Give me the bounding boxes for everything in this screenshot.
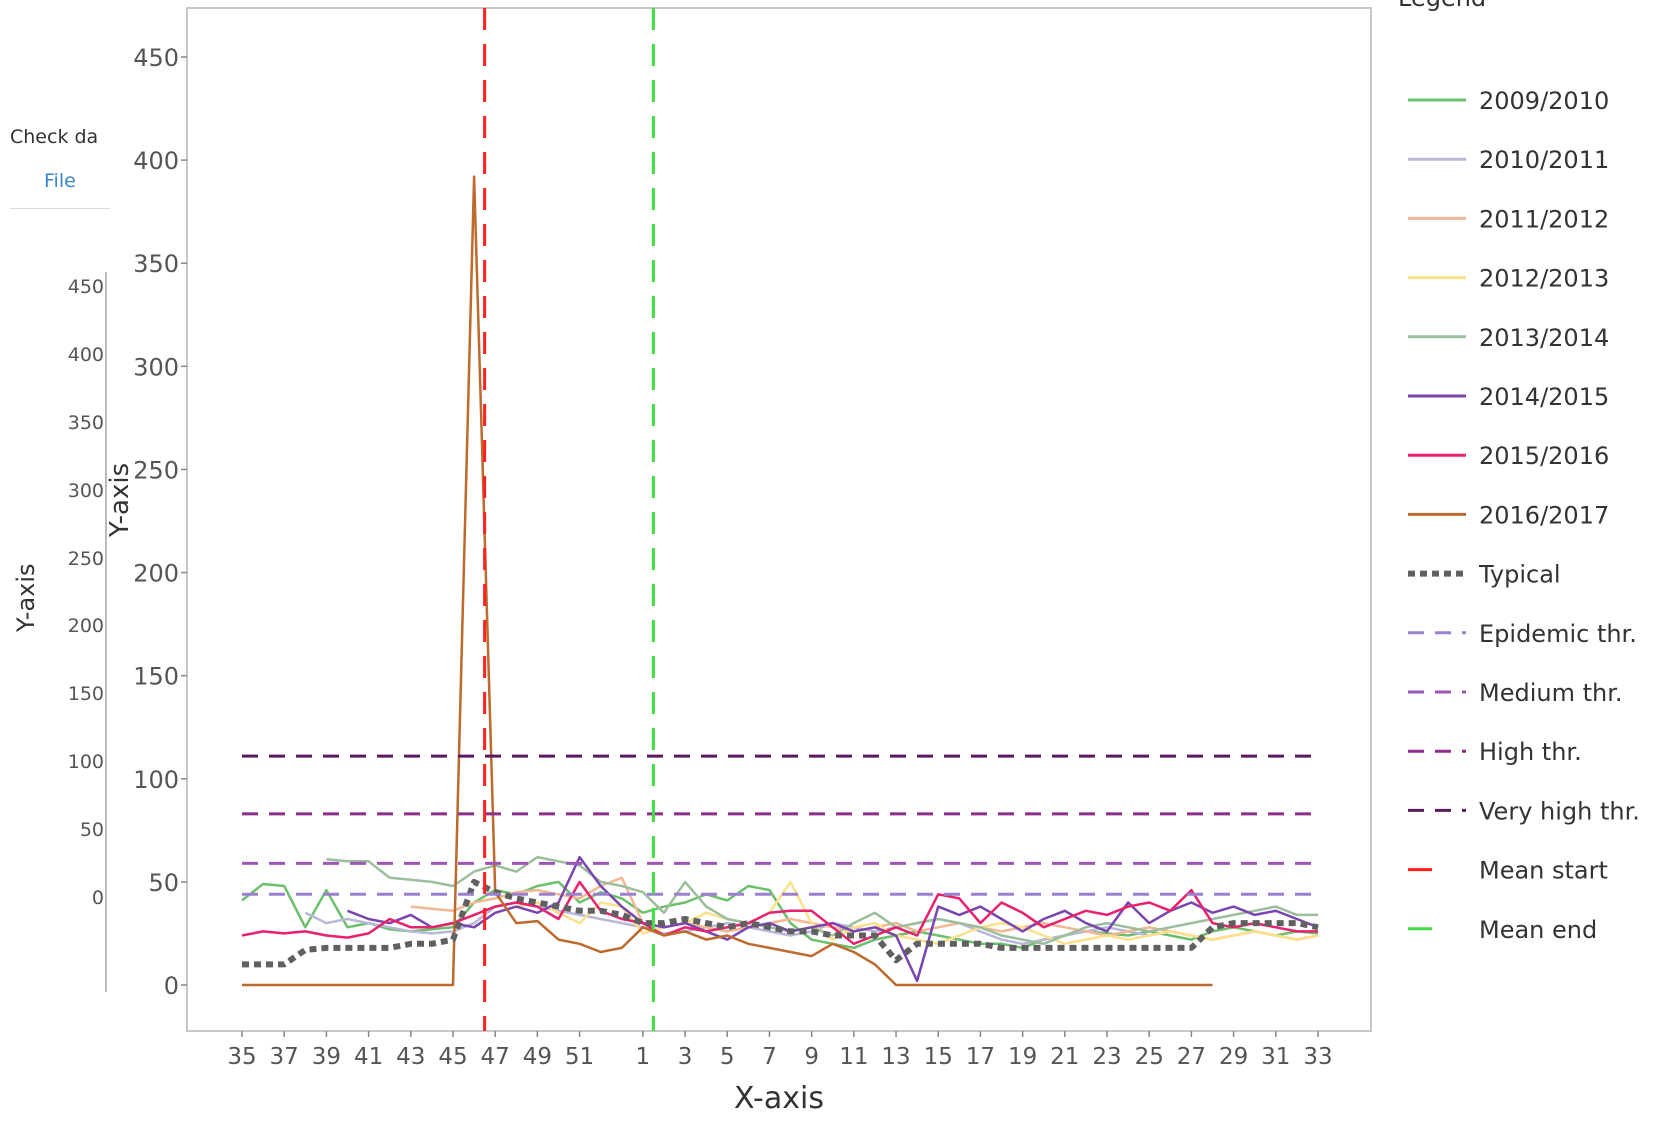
background-y-tick: 350	[67, 412, 104, 434]
x-tick-label: 29	[1219, 1044, 1248, 1070]
legend-label-high-thr: High thr.	[1479, 738, 1582, 766]
x-tick-label: 25	[1135, 1044, 1164, 1070]
x-tick-label: 11	[839, 1044, 868, 1070]
y-tick-label: 250	[133, 456, 179, 484]
legend-title: Legend	[1398, 0, 1486, 12]
y-tick-label: 0	[164, 972, 179, 1000]
y-tick-label: 100	[133, 766, 179, 794]
legend-label-2015-2016: 2015/2016	[1479, 442, 1609, 470]
legend-label-mean-start: Mean start	[1479, 857, 1608, 885]
series-typical	[242, 878, 1319, 968]
plot-area	[186, 7, 1372, 1032]
y-tick-label: 350	[133, 250, 179, 278]
legend-label-very-high-thr: Very high thr.	[1479, 797, 1640, 825]
x-tick-label: 13	[881, 1044, 910, 1070]
vertical-marker-layer	[483, 8, 655, 1031]
background-y-tick: 400	[67, 344, 104, 366]
x-tick-label: 33	[1303, 1044, 1332, 1070]
x-tick-label: 19	[1008, 1044, 1037, 1070]
background-y-tick: 250	[67, 548, 104, 570]
x-tick-label: 39	[312, 1044, 341, 1070]
x-tick-label: 51	[565, 1044, 594, 1070]
series-2015-2016	[241, 880, 1318, 946]
y-tick-label: 200	[133, 560, 179, 588]
x-axis-label: X-axis	[734, 1081, 824, 1116]
x-tick-label: 3	[678, 1044, 693, 1070]
x-tick-label: 47	[481, 1044, 510, 1070]
background-panel: Check da File 450 400 350 300 250 200 15…	[0, 0, 120, 1124]
x-tick-label: 35	[227, 1044, 256, 1070]
y-tick-label: 150	[133, 663, 179, 691]
x-tick-label: 1	[636, 1044, 651, 1070]
x-tick-label: 43	[396, 1044, 425, 1070]
series-2013-2014	[326, 855, 1318, 946]
legend-label-epidemic-thr: Epidemic thr.	[1479, 620, 1637, 648]
legend-label-mean-end: Mean end	[1479, 916, 1597, 944]
y-tick-label: 300	[133, 353, 179, 381]
background-y-tick: 100	[67, 751, 104, 773]
x-tick-label: 21	[1050, 1044, 1079, 1070]
background-y-tick: 150	[67, 683, 104, 705]
legend-label-2012-2013: 2012/2013	[1479, 265, 1609, 293]
legend-label-2011-2012: 2011/2012	[1479, 205, 1609, 233]
x-tick-label: 49	[523, 1044, 552, 1070]
y-tick-label: 450	[133, 44, 179, 72]
background-y-tick: 300	[67, 480, 104, 502]
legend: 2009/2010 2010/2011 2011/2012 2012/2013 2013…	[1408, 87, 1640, 944]
y-tick-label: 400	[133, 147, 179, 175]
x-tick-label: 45	[438, 1044, 467, 1070]
y-axis-label: Y-axis	[105, 463, 135, 538]
series-2016-2017	[242, 175, 1213, 987]
legend-label-2016-2017: 2016/2017	[1479, 501, 1609, 529]
x-tick-label: 41	[354, 1044, 383, 1070]
file-link[interactable]: File	[44, 170, 76, 192]
x-tick-label: 27	[1177, 1044, 1206, 1070]
background-y-tick: 200	[67, 615, 104, 637]
legend-label-2013-2014: 2013/2014	[1479, 324, 1609, 352]
x-tick-label: 37	[270, 1044, 299, 1070]
legend-label-medium-thr: Medium thr.	[1479, 679, 1623, 707]
x-tick-label: 31	[1261, 1044, 1290, 1070]
panel-divider	[10, 208, 110, 209]
check-data-tab[interactable]: Check da	[10, 126, 99, 148]
background-y-tick: 0	[91, 887, 104, 909]
x-tick-label: 9	[804, 1044, 819, 1070]
x-tick-label: 7	[762, 1044, 777, 1070]
background-y-tick: 50	[79, 819, 104, 841]
legend-label-2009-2010: 2009/2010	[1479, 87, 1609, 115]
background-y-axis-line	[105, 272, 107, 992]
x-tick-label: 17	[966, 1044, 995, 1070]
series-2014-2015	[347, 855, 1319, 983]
series-layer	[241, 175, 1319, 987]
legend-label-2014-2015: 2014/2015	[1479, 383, 1609, 411]
background-y-tick: 450	[67, 276, 104, 298]
x-tick-label: 15	[924, 1044, 953, 1070]
y-tick-label: 50	[148, 869, 179, 897]
legend-label-typical: Typical	[1478, 561, 1561, 589]
x-tick-label: 23	[1092, 1044, 1121, 1070]
legend-label-2010-2011: 2010/2011	[1479, 146, 1609, 174]
x-tick-label: 5	[720, 1044, 735, 1070]
